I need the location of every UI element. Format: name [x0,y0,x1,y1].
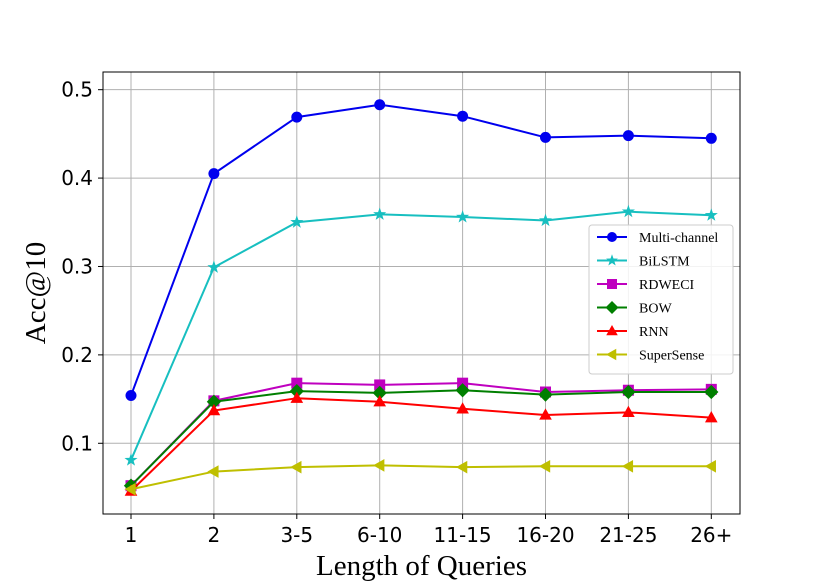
series-multi-channel [125,99,717,402]
series-line [130,103,712,396]
data-point [539,408,552,420]
data-point [374,99,386,111]
series-line [130,210,712,461]
data-point [291,377,303,389]
data-point [207,403,221,416]
series-bilstm [124,204,718,466]
data-point [124,482,136,496]
legend: Multi-channel BiLSTM RDWECI BOW RNN SuperSens… [588,224,734,375]
data-point [621,384,636,400]
data-point [207,260,221,273]
series-line [130,389,712,487]
data-point [540,131,551,143]
series-supersense [124,459,716,496]
series-line [130,464,712,491]
data-point [208,168,220,180]
data-point [704,208,718,221]
legend-label: BiLSTM [639,255,690,270]
legend-label: Multi-channel [639,231,718,246]
legend-item: RNN [597,325,669,340]
y-tick-label: 0.4 [61,166,93,190]
data-point [538,213,553,227]
series-line [130,397,712,492]
series-bow [123,383,719,493]
data-point [606,348,617,361]
data-point [538,387,553,402]
data-point [124,453,138,466]
data-point [456,210,470,223]
data-point [607,279,617,289]
data-point [290,215,304,228]
data-point [605,301,619,314]
data-point [373,207,387,220]
x-tick-label: 11-15 [434,523,492,547]
legend-label: BOW [639,302,672,317]
data-point [622,130,634,142]
legend-item: RDWECI [597,278,695,293]
legend-item: BOW [597,301,672,317]
legend-item: Multi-channel [597,231,718,246]
series-layer [123,99,719,496]
data-point [207,465,219,478]
data-point [457,110,469,122]
x-tick-label: 26+ [690,523,732,547]
data-point [606,325,618,336]
data-point [373,395,387,407]
data-point [372,385,387,401]
y-tick-label: 0.3 [61,254,93,278]
y-tick-label: 0.5 [61,78,93,102]
legend-label: RNN [639,325,669,340]
data-point [621,459,634,473]
data-point [621,204,635,218]
data-point [705,132,717,144]
y-tick-label: 0.1 [61,431,93,455]
data-point [290,391,304,403]
data-point [456,402,469,414]
data-point [290,460,302,474]
data-point [291,111,303,123]
data-point [622,405,635,418]
legend-label: RDWECI [639,278,695,293]
data-point [373,459,385,472]
y-tick-label: 0.2 [61,343,93,367]
data-point [704,384,719,400]
legend-item: SuperSense [597,349,704,364]
data-point [606,254,618,266]
data-point [206,394,222,409]
legend-box [588,224,734,375]
x-tick-label: 1 [125,523,138,547]
data-point [538,459,551,473]
y-axis-label: Acc@10 [20,242,52,344]
x-tick-label: 16-20 [516,523,574,547]
data-point [125,390,137,402]
data-point [704,411,718,423]
series-line [130,382,712,487]
plot-frame [102,71,741,515]
data-point [607,232,617,242]
legend-label: SuperSense [639,349,704,364]
data-point [704,459,716,473]
data-point [455,383,470,398]
x-tick-label: 2 [208,523,221,547]
data-point [374,379,386,391]
x-tick-label: 6-10 [357,523,402,547]
data-point [289,383,304,399]
x-tick-label: 21-25 [599,523,657,547]
x-axis-label: Length of Queries [316,550,527,582]
axis-ticks: 1 2 3-5 6-10 11-15 16-20 21-25 26+ 0.1 0.2 0.3 0.4 0… [61,78,732,547]
legend-item: BiLSTM [597,254,690,270]
x-tick-label: 3-5 [280,523,313,547]
data-point [456,460,468,474]
